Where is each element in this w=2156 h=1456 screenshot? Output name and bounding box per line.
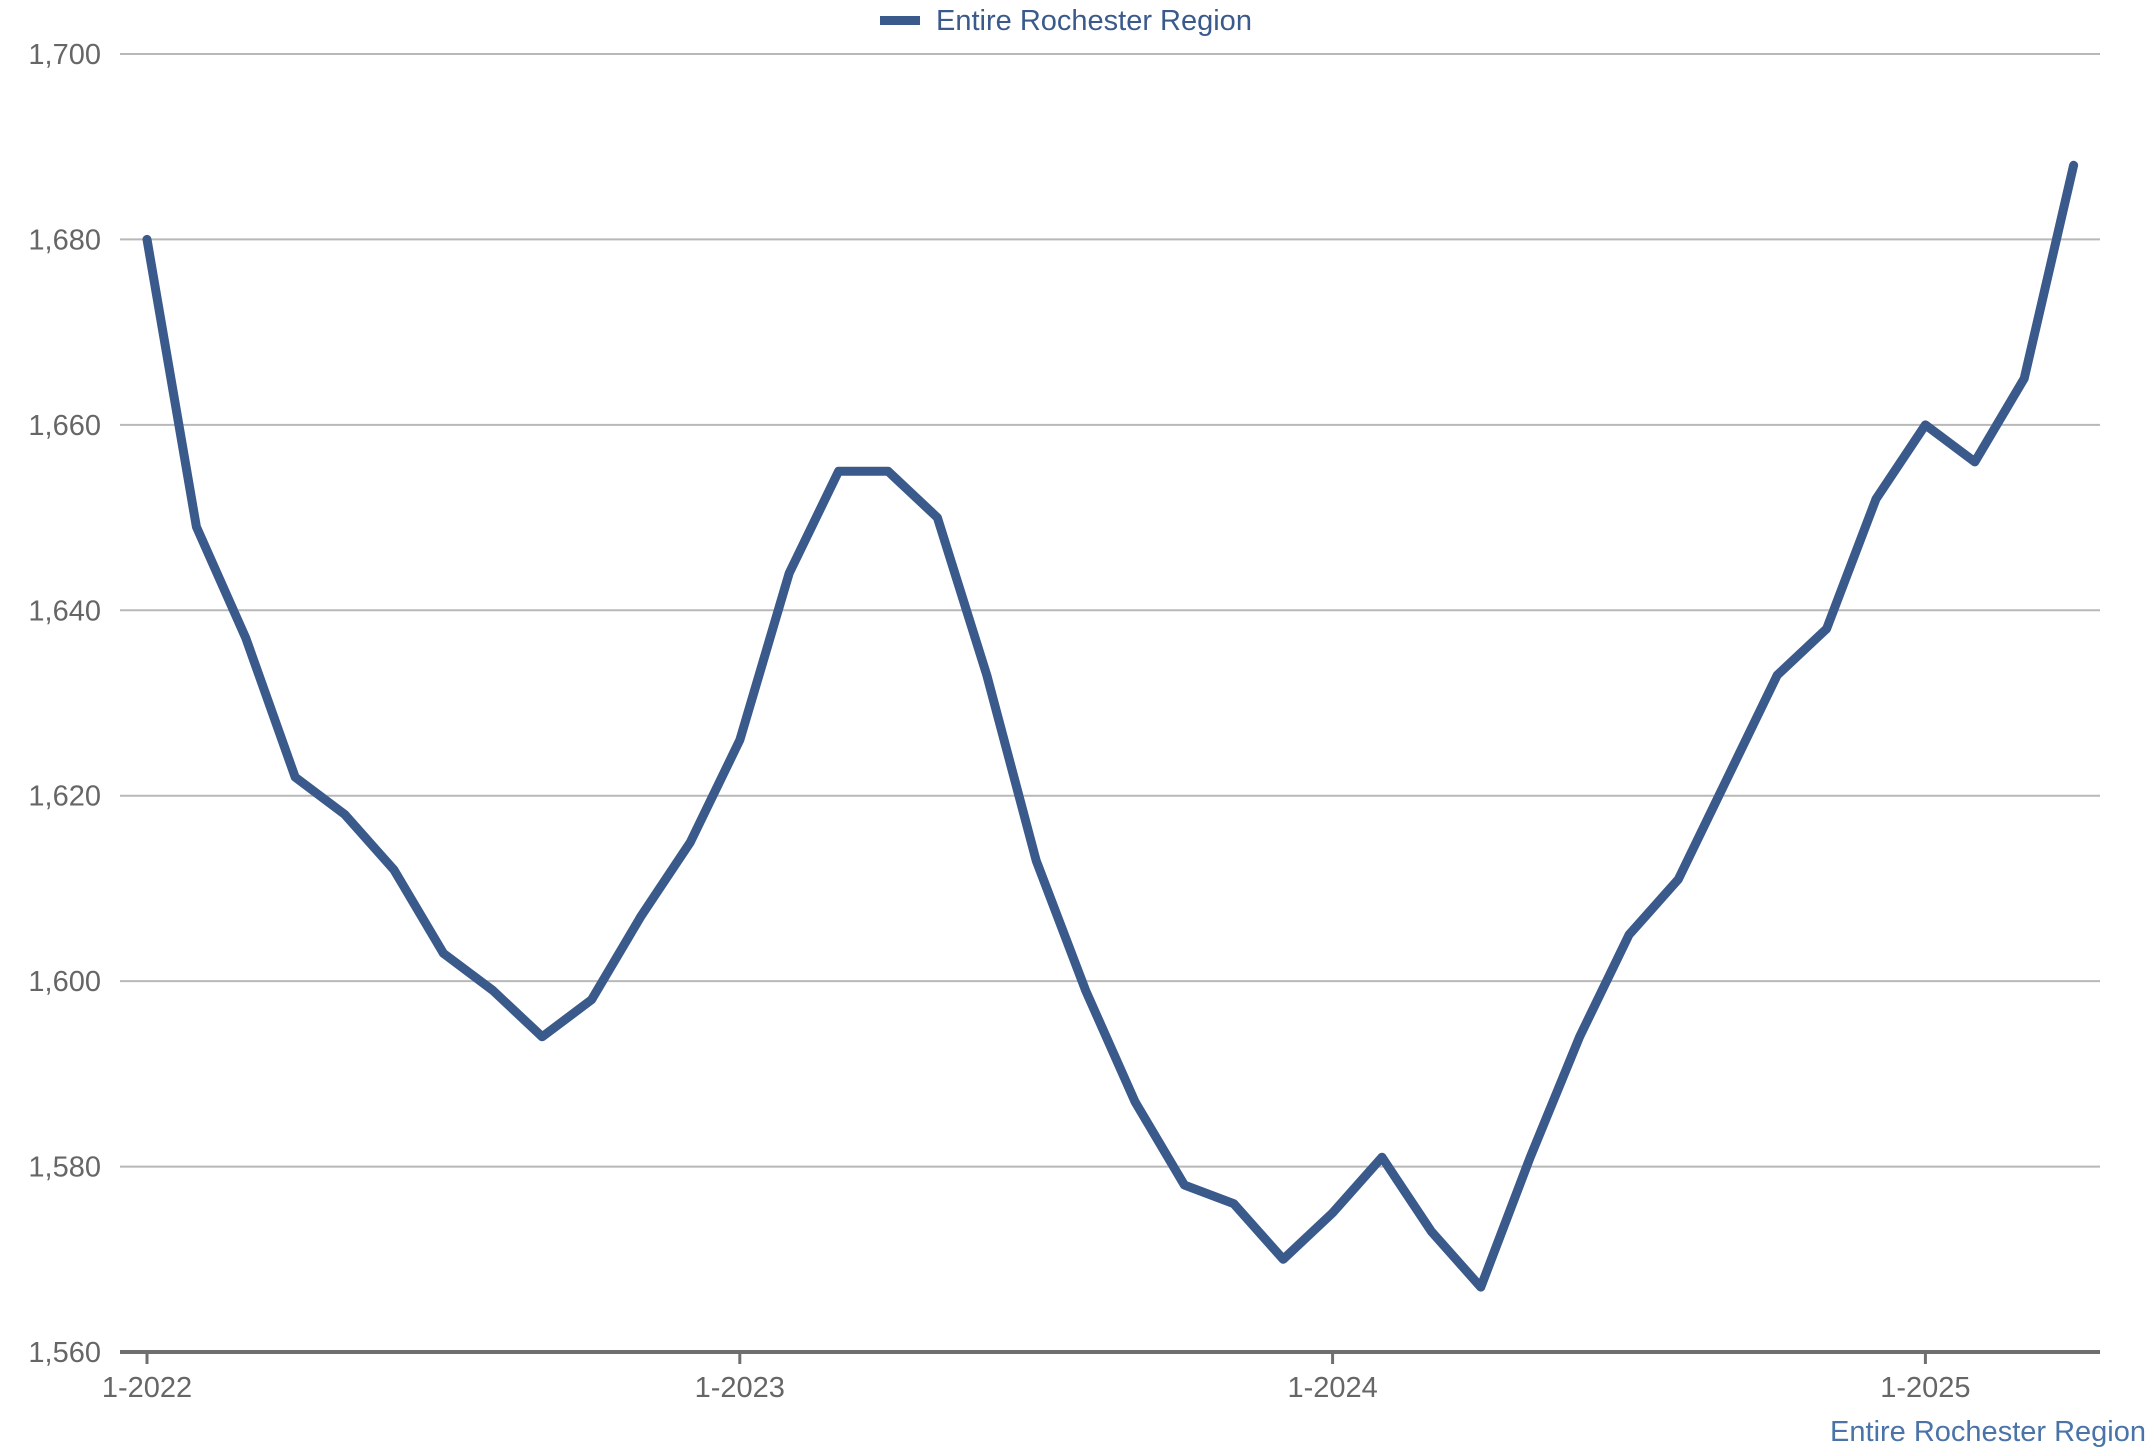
y-tick-label: 1,660: [28, 410, 101, 442]
x-tick-label: 1-2025: [1880, 1372, 1970, 1404]
y-tick-label: 1,680: [28, 224, 101, 256]
x-tick-label: 1-2023: [695, 1372, 785, 1404]
y-tick-label: 1,580: [28, 1152, 101, 1184]
y-tick-label: 1,620: [28, 781, 101, 813]
y-tick-label: 1,640: [28, 595, 101, 627]
footer-series-label: Entire Rochester Region: [1830, 1416, 2146, 1448]
y-tick-label: 1,600: [28, 966, 101, 998]
series-layer: [142, 160, 2079, 1292]
legend-label: Entire Rochester Region: [936, 5, 1252, 37]
y-tick-label: 1,700: [28, 39, 101, 71]
series-line: [142, 160, 2079, 1292]
legend-swatch: [880, 16, 920, 25]
legend[interactable]: Entire Rochester Region: [880, 5, 1252, 37]
x-tick-label: 1-2024: [1287, 1372, 1377, 1404]
gridlines: [120, 53, 2100, 1168]
x-tick-label: 1-2022: [102, 1372, 192, 1404]
y-tick-label: 1,560: [28, 1337, 101, 1369]
axes: 1,560 1,580 1,600 1,620 1,640 1,660 1,680 1,700…: [28, 39, 2100, 1404]
